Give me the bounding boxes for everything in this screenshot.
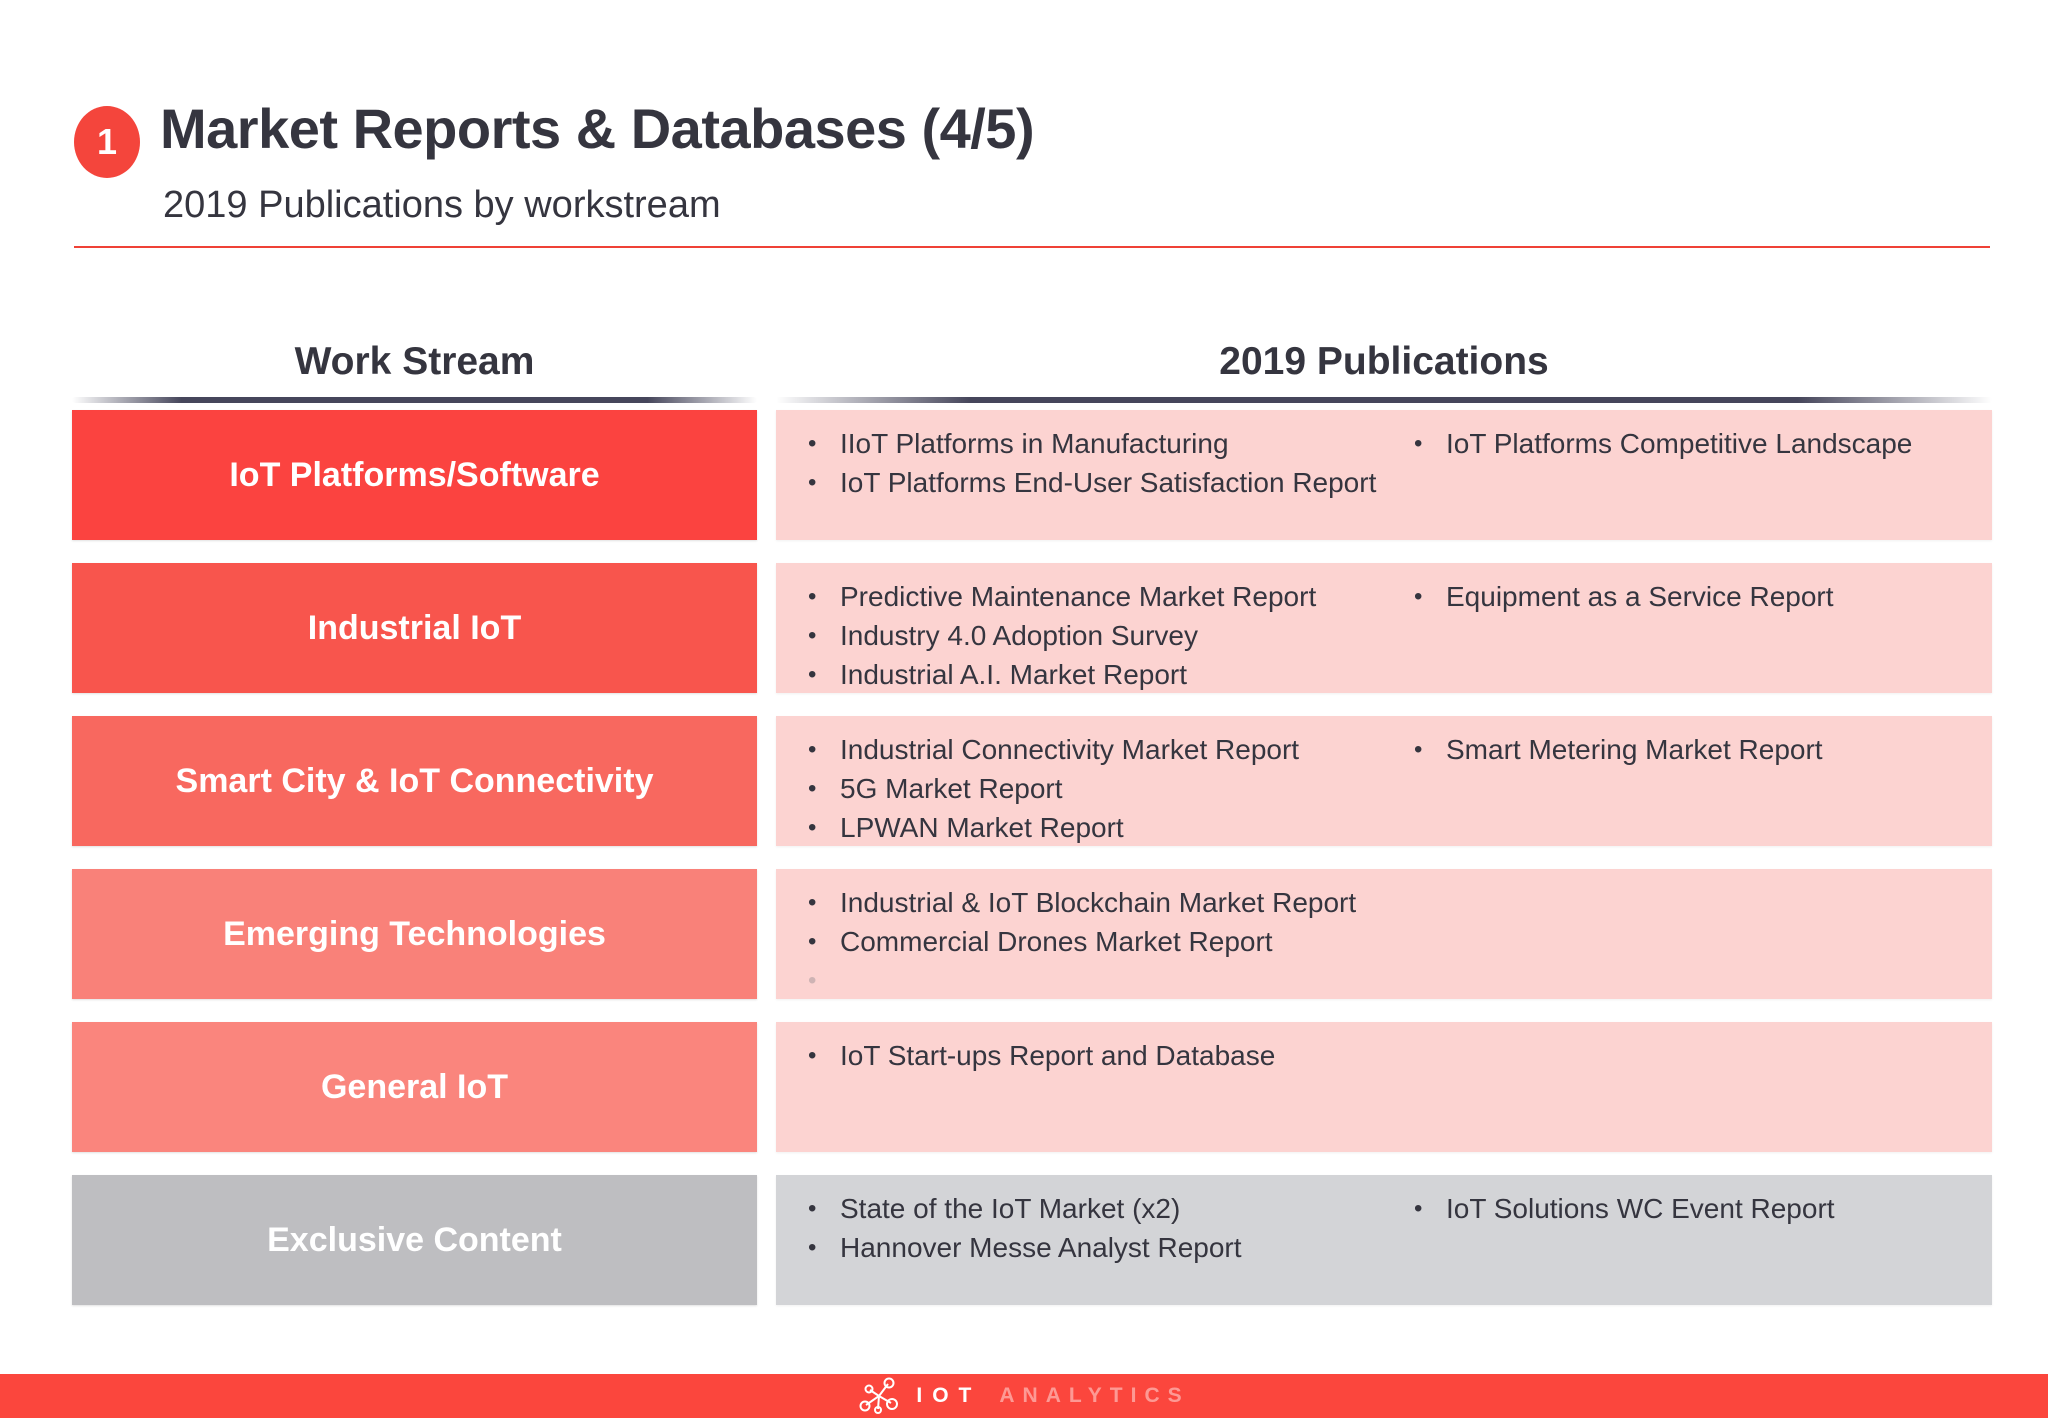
publication-text: Commercial Drones Market Report — [840, 926, 1273, 957]
publication-item: • Equipment as a Service Report — [1404, 577, 1974, 616]
table-rows: IoT Platforms/Software • IIoT Platforms in… — [72, 410, 1992, 1328]
bullet-icon: • — [808, 583, 817, 610]
publication-text: 5G Market Report — [840, 773, 1063, 804]
bullet-icon: • — [808, 928, 817, 955]
publications-column-2: • IoT Solutions WC Event Report — [1404, 1189, 1974, 1228]
publication-text: Industrial & IoT Blockchain Market Repor… — [840, 887, 1357, 918]
bullet-icon: • — [1414, 583, 1423, 610]
table-row: General IoT • IoT Start-ups Report and Dat… — [72, 1022, 1992, 1152]
workstream-label: IoT Platforms/Software — [72, 410, 757, 540]
bullet-icon: • — [808, 1195, 817, 1222]
workstream-header-underline — [72, 397, 757, 403]
publication-item: • Industrial A.I. Market Report — [798, 655, 1383, 694]
bullet-icon: • — [808, 736, 817, 763]
publication-item: • IIoT Platforms in Manufacturing — [798, 424, 1383, 463]
publication-item: • Commercial Drones Market Report — [798, 922, 1383, 961]
publication-item: • Predictive Maintenance Market Report — [798, 577, 1383, 616]
publication-text: Hannover Messe Analyst Report — [840, 1232, 1242, 1263]
workstream-label: Smart City & IoT Connectivity — [72, 716, 757, 846]
title-divider-line — [74, 246, 1990, 248]
workstream-label: Emerging Technologies — [72, 869, 757, 999]
publication-text: IIoT Platforms in Manufacturing — [840, 428, 1229, 459]
bullet-icon: • — [808, 889, 817, 916]
publication-text: State of the IoT Market (x2) — [840, 1193, 1181, 1224]
publication-item: • IoT Platforms End-User Satisfaction Rep… — [798, 463, 1383, 502]
publication-text: Industrial Connectivity Market Report — [840, 734, 1300, 765]
publications-cell: • Industrial Connectivity Market Report • 5… — [776, 716, 1992, 846]
page-subtitle: 2019 Publications by workstream — [163, 184, 721, 226]
bullet-icon: • — [808, 622, 817, 649]
publication-item: • Industry 4.0 Adoption Survey — [798, 616, 1383, 655]
bullet-icon: • — [808, 1234, 817, 1261]
bullet-icon: • — [808, 775, 817, 802]
publications-cell: • Industrial & IoT Blockchain Market Repo… — [776, 869, 1992, 999]
publication-item: • Industrial & IoT Blockchain Market Repo… — [798, 883, 1383, 922]
publication-item: • — [798, 961, 1383, 1000]
workstream-label: Exclusive Content — [72, 1175, 757, 1305]
bullet-icon: • — [808, 1042, 817, 1069]
table-row: Smart City & IoT Connectivity • Industrial… — [72, 716, 1992, 846]
publications-header-underline — [776, 397, 1992, 403]
bullet-icon: • — [808, 661, 817, 688]
publication-text: IoT Start-ups Report and Database — [840, 1040, 1276, 1071]
publications-cell: • Predictive Maintenance Market Report • In… — [776, 563, 1992, 693]
iot-analytics-logo-icon — [859, 1377, 899, 1414]
table-row: Exclusive Content • State of the IoT Marke… — [72, 1175, 1992, 1305]
brand-secondary-text: ANALYTICS — [999, 1384, 1190, 1407]
bullet-icon: • — [1414, 1195, 1423, 1222]
publication-item: • IoT Platforms Competitive Landscape — [1404, 424, 1974, 463]
workstream-label: General IoT — [72, 1022, 757, 1152]
publication-text: LPWAN Market Report — [840, 812, 1124, 843]
publications-cell: • IoT Start-ups Report and Database — [776, 1022, 1992, 1152]
publication-text: Industrial A.I. Market Report — [840, 659, 1188, 690]
publication-item: • Hannover Messe Analyst Report — [798, 1228, 1383, 1267]
bullet-icon: • — [1414, 736, 1423, 763]
publications-column-2: • Smart Metering Market Report — [1404, 730, 1974, 769]
bullet-icon: • — [808, 814, 817, 841]
brand-primary-text: IOT — [916, 1384, 982, 1407]
publications-column-2: • Equipment as a Service Report — [1404, 577, 1974, 616]
publications-column-1: • Predictive Maintenance Market Report • In… — [798, 577, 1383, 694]
column-header-workstream: Work Stream — [294, 340, 535, 383]
publications-column-2: • IoT Platforms Competitive Landscape — [1404, 424, 1974, 463]
publication-text: Equipment as a Service Report — [1446, 581, 1834, 612]
publication-text: IoT Platforms Competitive Landscape — [1446, 428, 1913, 459]
publication-item: • IoT Start-ups Report and Database — [798, 1036, 1383, 1075]
bullet-icon: • — [808, 469, 817, 496]
publications-cell: • IIoT Platforms in Manufacturing • IoT Pla… — [776, 410, 1992, 540]
table-row: Emerging Technologies • Industrial & IoT B… — [72, 869, 1992, 999]
bullet-icon: • — [808, 967, 817, 994]
publication-item: • State of the IoT Market (x2) — [798, 1189, 1383, 1228]
publication-text: IoT Solutions WC Event Report — [1446, 1193, 1835, 1224]
publications-column-1: • Industrial Connectivity Market Report • 5… — [798, 730, 1383, 847]
publication-item: • 5G Market Report — [798, 769, 1383, 808]
footer-bar: IOT ANALYTICS — [0, 1374, 2048, 1418]
table-row: Industrial IoT • Predictive Maintenance Ma… — [72, 563, 1992, 693]
publications-cell: • State of the IoT Market (x2) • Hannover M… — [776, 1175, 1992, 1305]
publication-item: • Smart Metering Market Report — [1404, 730, 1974, 769]
publication-item: • LPWAN Market Report — [798, 808, 1383, 847]
bullet-icon: • — [808, 430, 817, 457]
publication-item: • IoT Solutions WC Event Report — [1404, 1189, 1974, 1228]
publications-column-1: • IoT Start-ups Report and Database — [798, 1036, 1383, 1075]
workstream-label: Industrial IoT — [72, 563, 757, 693]
bullet-icon: • — [1414, 430, 1423, 457]
table-row: IoT Platforms/Software • IIoT Platforms in… — [72, 410, 1992, 540]
publications-column-1: • Industrial & IoT Blockchain Market Repo… — [798, 883, 1383, 1000]
publication-text: Smart Metering Market Report — [1446, 734, 1823, 765]
publications-column-1: • State of the IoT Market (x2) • Hannover M… — [798, 1189, 1383, 1267]
publications-column-1: • IIoT Platforms in Manufacturing • IoT Pla… — [798, 424, 1383, 502]
step-number-badge: 1 — [74, 106, 140, 178]
column-header-publications: 2019 Publications — [1219, 340, 1549, 383]
publication-text: IoT Platforms End-User Satisfaction Repo… — [840, 467, 1377, 498]
publication-text: Predictive Maintenance Market Report — [840, 581, 1317, 612]
publication-text: Industry 4.0 Adoption Survey — [840, 620, 1198, 651]
publication-item: • Industrial Connectivity Market Report — [798, 730, 1383, 769]
page-title: Market Reports & Databases (4/5) — [160, 97, 1035, 160]
brand-wordmark: IOT ANALYTICS — [916, 1384, 1189, 1408]
